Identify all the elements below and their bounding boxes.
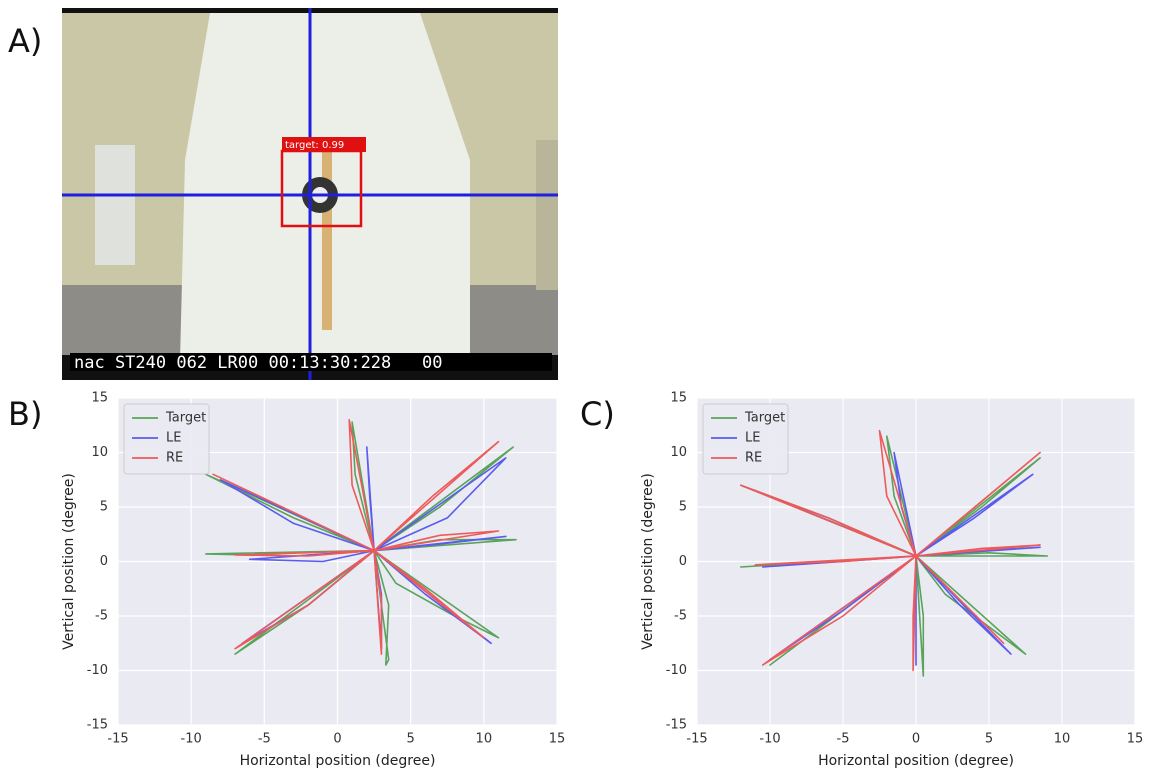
x-tick-label: -15: [107, 732, 128, 747]
chart: B) -15 -10 -5 0 5 10 15 -15 -10 -5 0 5 10 15 Horizontal…: [8, 391, 565, 770]
panel-label: A): [8, 22, 42, 60]
detection-tag: [282, 137, 366, 152]
y-tick-label: -15: [87, 718, 108, 733]
detection-label: target: 0.99: [285, 140, 344, 151]
x-tick-label: -15: [686, 732, 707, 747]
stick: [322, 150, 332, 330]
x-tick-label: 15: [549, 732, 566, 747]
panel-label: B): [8, 395, 42, 433]
legend-label: LE: [166, 431, 181, 446]
y-tick-label: 5: [100, 500, 108, 515]
x-tick-label: 15: [1127, 732, 1144, 747]
x-tick-label: 5: [407, 732, 415, 747]
x-tick-label: 10: [1054, 732, 1071, 747]
x-tick-label: -5: [837, 732, 850, 747]
x-axis-label: Horizontal position (degree): [240, 753, 436, 769]
y-tick-label: 0: [679, 554, 687, 569]
y-axis-label: Vertical position (degree): [640, 473, 656, 650]
panel-label: C): [580, 395, 615, 433]
eye-chart: [95, 145, 135, 265]
y-tick-label: 10: [670, 445, 687, 460]
photo: target: 0.99 nac ST240 062 LR00 00:13:30…: [62, 8, 558, 380]
x-tick-label: -10: [181, 732, 202, 747]
x-tick-label: 0: [333, 732, 341, 747]
legend-box: [123, 403, 210, 475]
y-tick-label: -15: [666, 718, 687, 733]
x-tick-label: 10: [476, 732, 493, 747]
timestamp: nac ST240 062 LR00 00:13:30:228 00: [74, 353, 442, 373]
y-tick-label: -10: [87, 663, 108, 678]
legend-box: [702, 403, 789, 475]
series-line: [740, 429, 1041, 672]
x-tick-label: 5: [985, 732, 993, 747]
y-tick-label: -10: [666, 663, 687, 678]
legend-label: LE: [745, 431, 760, 446]
y-tick-label: 10: [91, 445, 108, 460]
x-tick-label: -5: [258, 732, 271, 747]
y-tick-label: 5: [679, 500, 687, 515]
legend-label: Target: [165, 411, 206, 426]
y-tick-label: 0: [100, 554, 108, 569]
chart: C) -15 -10 -5 0 5 10 15 -15 -10 -5 0 5 10 15 Horizontal…: [580, 391, 1143, 770]
y-tick-label: 15: [670, 391, 687, 406]
door: [536, 140, 558, 290]
x-axis-label: Horizontal position (degree): [818, 753, 1014, 769]
series-line: [212, 419, 500, 655]
timestamp-bar: [70, 353, 552, 371]
x-tick-label: 0: [912, 732, 920, 747]
legend-label: RE: [166, 451, 183, 466]
y-axis-label: Vertical position (degree): [61, 473, 77, 650]
y-tick-label: -5: [95, 609, 108, 624]
y-tick-label: -5: [674, 609, 687, 624]
legend-label: RE: [745, 451, 762, 466]
x-tick-label: -10: [759, 732, 780, 747]
legend-label: Target: [744, 411, 785, 426]
y-tick-label: 15: [91, 391, 108, 406]
